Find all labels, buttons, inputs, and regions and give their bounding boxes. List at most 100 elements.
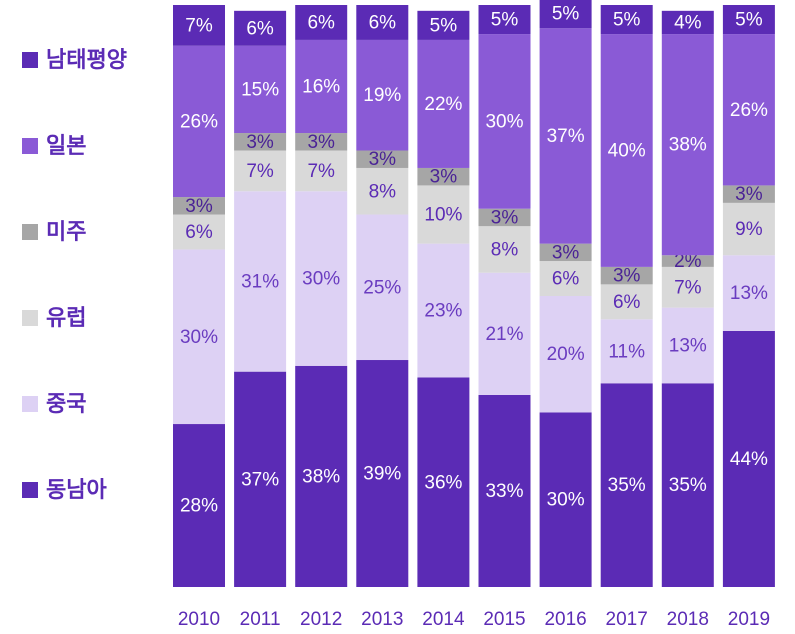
bar-segment [173,424,225,587]
bar-segment [600,34,653,267]
bar-segment [417,39,470,168]
bar-segment [356,214,409,361]
data-label: 35% [669,475,707,496]
bar-segment [356,5,409,40]
bar-segment [539,296,592,413]
x-tick-label: 2010 [178,609,220,630]
data-label: 3% [369,149,397,170]
x-tick-label: 2011 [240,609,281,630]
data-label: 21% [485,324,523,345]
data-label: 3% [552,242,580,263]
x-tick-label: 2014 [422,609,465,630]
data-label: 4% [674,12,702,33]
legend-swatch [22,482,38,498]
bar-segment [661,255,714,267]
data-label: 7% [307,161,335,182]
legend-label: 중국 [46,391,86,416]
bar-segment [234,191,287,372]
bar-segment [722,202,775,256]
bar-segment [417,377,470,587]
data-label: 6% [613,292,641,313]
data-label: 8% [369,181,397,202]
legend-label: 동남아 [46,477,107,502]
bar-segment [722,185,775,203]
legend-swatch [22,52,38,68]
bar-segment [173,45,225,198]
data-label: 22% [424,94,462,115]
legend-label: 남태평양 [46,47,127,72]
data-label: 16% [302,76,340,97]
bar-segment [417,243,470,378]
data-label: 2% [674,251,702,272]
bar-segment [295,150,348,192]
bar-segment [173,249,225,425]
data-label: 23% [424,301,462,322]
bar-segment [173,197,225,215]
data-label: 30% [180,327,218,348]
data-label: 3% [735,184,763,205]
bar-segment [234,45,287,134]
bar-segment [478,226,531,273]
data-label: 25% [363,277,401,298]
x-tick-label: 2017 [606,609,648,630]
x-tick-label: 2012 [300,609,342,630]
data-label: 6% [552,269,580,290]
bar-segment [417,10,470,40]
data-label: 40% [608,141,646,162]
bar-segment [722,34,775,186]
data-label: 13% [730,283,768,304]
data-label: 38% [669,135,707,156]
bar-segment [478,208,531,227]
bar-segment [356,167,409,215]
legend-label: 일본 [46,133,86,158]
bar-segment [234,371,287,587]
data-label: 37% [241,469,279,490]
bar-segment [234,10,287,46]
data-label: 5% [552,4,580,25]
data-label: 5% [430,15,458,36]
data-label: 30% [547,490,585,511]
bar-segment [661,10,714,35]
bar-segment [295,365,348,587]
x-tick-label: 2016 [544,609,586,630]
data-label: 15% [241,79,279,100]
bar-segment [539,412,592,587]
data-label: 5% [735,10,763,31]
bar-segment [722,255,775,331]
bar-segment [234,133,287,151]
bar-segment [539,261,592,296]
data-label: 35% [608,475,646,496]
data-label: 38% [302,466,340,487]
data-label: 30% [302,269,340,290]
data-label: 3% [430,167,458,188]
data-label: 6% [185,222,213,243]
bar-segment [478,394,531,587]
data-label: 5% [491,10,519,31]
bar-segment [661,34,714,256]
bar-segment [417,167,470,186]
bar-segment [661,307,714,384]
bar-segment [661,383,714,587]
bar-segment [173,214,225,250]
data-label: 44% [730,449,768,470]
data-label: 6% [369,12,397,33]
bar-segment [478,5,531,35]
data-label: 5% [613,10,641,31]
data-label: 6% [246,18,274,39]
legend-swatch [22,310,38,326]
bar-segment [600,284,653,320]
data-label: 37% [547,126,585,147]
data-label: 11% [608,341,645,362]
legend-label: 유럽 [46,305,86,330]
x-tick-label: 2013 [361,609,403,630]
data-label: 13% [669,335,707,356]
data-label: 9% [735,219,763,240]
bar-segment [539,0,592,29]
legend-swatch [22,224,38,240]
data-label: 33% [485,481,523,502]
bar-segment [478,272,531,395]
bar-segment [417,185,470,244]
x-tick-label: 2015 [483,609,525,630]
data-label: 20% [547,344,585,365]
